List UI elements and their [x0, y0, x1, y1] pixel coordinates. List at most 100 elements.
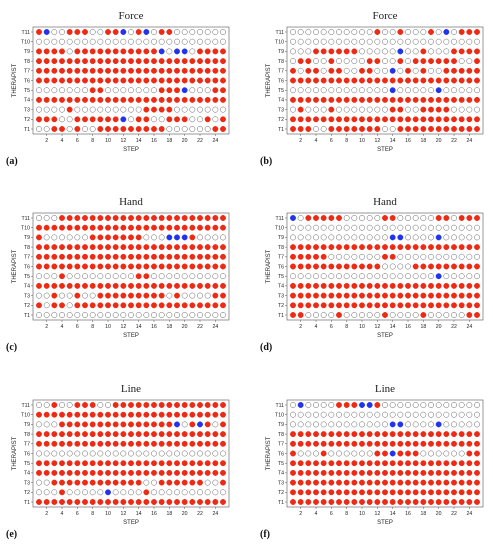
- data-point: [351, 440, 358, 447]
- data-point: [382, 431, 388, 438]
- data-point: [313, 67, 319, 74]
- data-point: [374, 96, 381, 103]
- data-point: [451, 292, 457, 299]
- data-point: [158, 77, 165, 84]
- data-point: [458, 302, 465, 309]
- data-point: [366, 312, 373, 318]
- data-point: [89, 77, 96, 84]
- data-point: [105, 421, 111, 428]
- data-point: [359, 234, 365, 241]
- data-point: [336, 224, 342, 231]
- data-point: [151, 244, 157, 251]
- data-point: [51, 469, 58, 476]
- data-point: [128, 77, 134, 84]
- data-point: [220, 411, 226, 418]
- data-point: [120, 96, 127, 103]
- data-point: [290, 402, 296, 408]
- data-point: [120, 38, 127, 45]
- data-point: [290, 421, 296, 428]
- data-point: [105, 460, 111, 467]
- data-point: [336, 87, 342, 94]
- data-point: [51, 292, 58, 299]
- data-point: [151, 499, 157, 505]
- data-point: [36, 450, 42, 457]
- data-point: [397, 253, 404, 260]
- data-point: [220, 273, 226, 280]
- data-point: [458, 282, 465, 289]
- x-tick-label: 24: [466, 324, 472, 330]
- data-point: [74, 411, 81, 418]
- data-point: [343, 58, 350, 65]
- data-point: [474, 302, 480, 309]
- data-point: [435, 96, 442, 103]
- x-tick-label: 6: [330, 138, 333, 144]
- data-point: [112, 312, 119, 318]
- data-point: [212, 77, 219, 84]
- data-point: [59, 253, 65, 260]
- y-tick-label: T9: [278, 235, 284, 241]
- data-point: [336, 215, 342, 221]
- data-point: [458, 48, 465, 55]
- data-point: [151, 402, 157, 408]
- data-point: [120, 224, 127, 231]
- data-point: [458, 96, 465, 103]
- data-point: [359, 402, 365, 408]
- data-point: [112, 38, 119, 45]
- data-point: [51, 87, 58, 94]
- data-point: [174, 440, 180, 447]
- data-point: [197, 253, 203, 260]
- data-point: [405, 38, 411, 45]
- data-point: [374, 273, 381, 280]
- data-point: [197, 48, 203, 55]
- data-point: [120, 282, 127, 289]
- x-tick-label: 20: [182, 138, 188, 144]
- data-point: [82, 292, 88, 299]
- data-point: [443, 469, 450, 476]
- data-point: [382, 450, 388, 457]
- data-point: [328, 282, 335, 289]
- y-tick-label: T5: [278, 461, 284, 467]
- data-point: [290, 292, 296, 299]
- data-point: [443, 273, 450, 280]
- data-point: [435, 440, 442, 447]
- data-point: [189, 440, 196, 447]
- data-point: [197, 440, 203, 447]
- data-point: [297, 499, 304, 505]
- data-point: [189, 234, 196, 241]
- data-point: [135, 431, 142, 438]
- data-point: [36, 87, 42, 94]
- data-point: [74, 106, 81, 113]
- data-point: [397, 421, 404, 428]
- data-point: [43, 402, 50, 408]
- data-point: [220, 263, 226, 270]
- data-point: [405, 253, 411, 260]
- data-point: [313, 234, 319, 241]
- data-point: [66, 224, 73, 231]
- data-point: [451, 215, 457, 221]
- data-point: [166, 224, 173, 231]
- data-point: [143, 460, 150, 467]
- data-point: [181, 29, 188, 35]
- data-point: [174, 234, 180, 241]
- data-point: [36, 282, 42, 289]
- data-point: [320, 224, 327, 231]
- x-tick-label: 22: [197, 138, 203, 144]
- data-point: [143, 273, 150, 280]
- data-point: [82, 469, 88, 476]
- data-point: [428, 58, 434, 65]
- data-point: [451, 244, 457, 251]
- x-tick-label: 6: [76, 138, 79, 144]
- data-point: [474, 224, 480, 231]
- data-point: [143, 87, 150, 94]
- data-point: [82, 460, 88, 467]
- data-point: [451, 224, 457, 231]
- data-point: [105, 224, 111, 231]
- data-point: [382, 29, 388, 35]
- data-point: [59, 450, 65, 457]
- data-point: [435, 234, 442, 241]
- data-point: [112, 48, 119, 55]
- data-point: [112, 244, 119, 251]
- data-point: [151, 460, 157, 467]
- x-tick-label: 18: [420, 511, 426, 517]
